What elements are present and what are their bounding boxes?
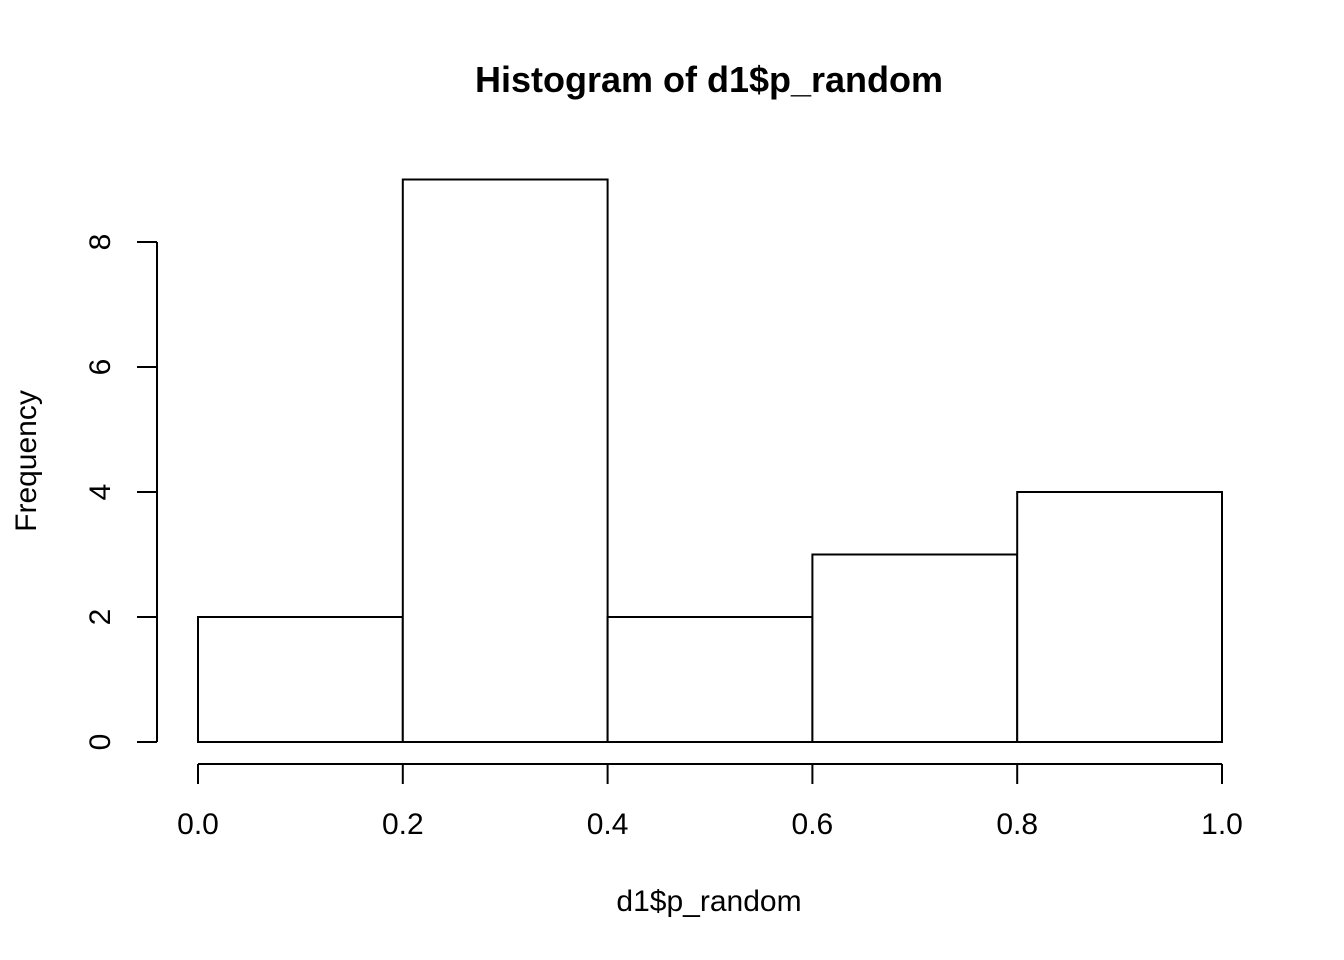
histogram-bar-4 [1016,491,1224,743]
x-tick-label: 1.0 [1201,808,1243,841]
y-tick-label: 2 [84,609,117,626]
y-tick-label: 8 [84,234,117,251]
x-tick-label: 0.2 [382,808,424,841]
histogram-bar-2 [606,616,814,743]
x-tick-label: 0.6 [792,808,834,841]
chart-title: Histogram of d1$p_random [475,59,943,100]
x-tick-label: 0.4 [587,808,629,841]
y-tick-label: 6 [84,359,117,376]
x-tick-label: 0.8 [996,808,1038,841]
y-axis: 0 2 4 6 8 [84,234,158,751]
x-axis: 0.0 0.2 0.4 0.6 0.8 1.0 [177,763,1243,841]
histogram-bar-3 [811,553,1019,743]
y-axis-title: Frequency [10,390,43,532]
x-tick-label: 0.0 [177,808,219,841]
histogram-bar-0 [197,616,404,743]
histogram-bar-1 [401,178,609,743]
x-axis-title: d1$p_random [616,885,801,918]
histogram-bars [197,178,1224,743]
y-tick-label: 0 [84,734,117,751]
y-tick-label: 4 [84,484,117,501]
